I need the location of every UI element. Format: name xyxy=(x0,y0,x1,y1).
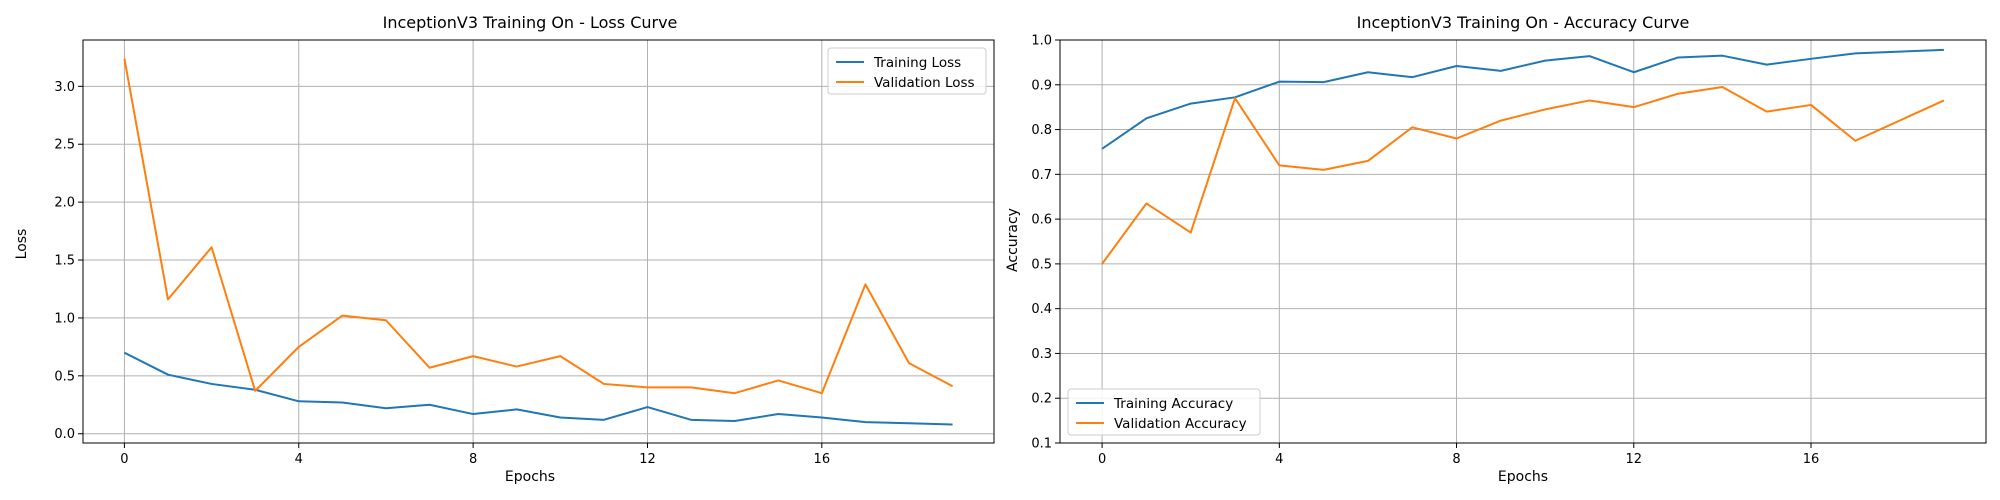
loss-y-tick-label: 2.0 xyxy=(54,196,75,211)
accuracy-y-tick-label: 1.0 xyxy=(1031,34,1052,49)
accuracy-y-tick-label: 0.3 xyxy=(1031,347,1052,362)
loss-y-axis-label: Loss xyxy=(14,229,30,260)
accuracy-legend-label: Validation Accuracy xyxy=(1114,416,1247,432)
accuracy-x-tick-label: 0 xyxy=(1098,452,1106,467)
accuracy-y-axis-label: Accuracy xyxy=(1005,208,1021,272)
training-loss-line xyxy=(123,351,953,426)
accuracy-chart-title: InceptionV3 Training On - Accuracy Curve xyxy=(1357,13,1690,32)
accuracy-chart: InceptionV3 Training On - Accuracy Curve… xyxy=(1005,13,1987,485)
loss-chart-title: InceptionV3 Training On - Loss Curve xyxy=(383,13,678,32)
loss-chart: InceptionV3 Training On - Loss Curve Epo… xyxy=(14,13,995,485)
accuracy-axes-frame xyxy=(1059,39,1987,444)
loss-x-axis-label: Epochs xyxy=(505,469,555,485)
accuracy-y-tick-label: 0.4 xyxy=(1031,302,1052,317)
validation-loss-line xyxy=(123,58,954,395)
training-accuracy-line xyxy=(1101,48,1944,150)
accuracy-y-tick-label: 0.7 xyxy=(1031,168,1052,183)
loss-x-tick-label: 0 xyxy=(120,452,128,467)
loss-x-tick-label: 8 xyxy=(469,452,477,467)
loss-x-tick-label: 16 xyxy=(814,452,831,467)
accuracy-y-tick-label: 0.5 xyxy=(1031,257,1052,272)
loss-legend-label: Training Loss xyxy=(873,55,961,71)
accuracy-y-tick-label: 0.6 xyxy=(1031,213,1052,228)
accuracy-y-tick-label: 0.8 xyxy=(1031,123,1052,138)
accuracy-y-tick-label: 0.2 xyxy=(1031,392,1052,407)
loss-axes-frame xyxy=(82,39,995,444)
loss-x-tick-label: 12 xyxy=(639,452,656,467)
accuracy-x-tick-label: 16 xyxy=(1803,452,1820,467)
loss-legend-box xyxy=(827,47,987,95)
loss-y-tick-label: 1.0 xyxy=(54,311,75,326)
accuracy-legend: Training Accuracy Validation Accuracy xyxy=(1067,388,1261,436)
accuracy-legend-box xyxy=(1067,388,1261,436)
loss-y-tick-label: 0.0 xyxy=(54,427,75,442)
loss-y-tick-label: 3.0 xyxy=(54,80,75,95)
loss-y-tick-label: 1.5 xyxy=(54,254,75,269)
loss-x-tick-label: 4 xyxy=(295,452,303,467)
accuracy-y-tick-label: 0.9 xyxy=(1031,78,1052,93)
loss-legend: Training Loss Validation Loss xyxy=(827,47,987,95)
loss-y-tick-label: 0.5 xyxy=(54,369,75,384)
accuracy-x-tick-label: 8 xyxy=(1452,452,1460,467)
loss-y-tick-label: 2.5 xyxy=(54,138,75,153)
validation-accuracy-line xyxy=(1101,86,1945,265)
loss-legend-label: Validation Loss xyxy=(874,75,975,91)
accuracy-legend-label: Training Accuracy xyxy=(1113,396,1233,412)
accuracy-x-axis-label: Epochs xyxy=(1498,469,1548,485)
accuracy-x-tick-label: 4 xyxy=(1275,452,1283,467)
accuracy-y-tick-label: 0.1 xyxy=(1031,437,1052,452)
accuracy-x-tick-label: 12 xyxy=(1625,452,1642,467)
